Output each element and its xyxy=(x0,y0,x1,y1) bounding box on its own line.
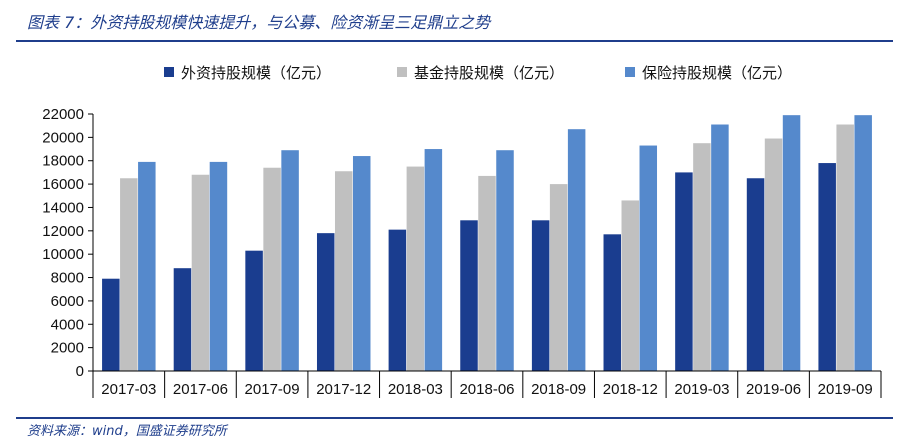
bar-series-3-2017-06 xyxy=(209,161,228,371)
bar-series-3-2017-03 xyxy=(138,161,156,371)
bar-series-2-2018-03 xyxy=(406,166,425,371)
x-tick-label: 2017-06 xyxy=(173,381,228,398)
x-tick-label: 2017-12 xyxy=(316,381,371,398)
y-tick-label: 0 xyxy=(76,363,84,380)
y-tick-label: 14000 xyxy=(42,199,84,216)
bar-series-2-2017-12 xyxy=(334,171,353,371)
legend-swatch-1 xyxy=(164,67,174,77)
bar-series-2-2018-09 xyxy=(549,184,568,371)
y-tick-label: 20000 xyxy=(42,129,84,146)
bar-series-1-2019-03 xyxy=(675,172,693,371)
bar-series-2-2018-12 xyxy=(621,200,640,371)
x-tick-label: 2018-03 xyxy=(388,381,443,398)
y-tick-label: 10000 xyxy=(42,246,84,263)
legend-swatch-2 xyxy=(397,67,407,77)
bar-series-2-2017-03 xyxy=(120,178,138,371)
y-tick-label: 12000 xyxy=(42,223,84,240)
x-tick-label: 2019-06 xyxy=(746,381,801,398)
bar-series-3-2018-09 xyxy=(567,129,586,371)
y-tick-label: 4000 xyxy=(51,316,84,333)
legend-label-2: 基金持股规模（亿元） xyxy=(414,64,564,82)
bar-series-1-2017-09 xyxy=(245,250,263,371)
x-tick-label: 2018-09 xyxy=(531,381,586,398)
bar-series-1-2018-12 xyxy=(603,234,622,371)
legend-swatch-3 xyxy=(625,67,635,77)
y-tick-label: 6000 xyxy=(51,293,84,310)
bar-series-3-2019-03 xyxy=(711,124,729,371)
bar-series-1-2017-12 xyxy=(316,233,335,371)
bar-series-1-2018-09 xyxy=(531,220,550,371)
bar-series-2-2019-06 xyxy=(764,138,783,371)
bar-series-2-2017-09 xyxy=(263,167,281,371)
bar-series-2-2019-03 xyxy=(693,143,711,371)
bar-series-1-2019-09 xyxy=(818,163,836,371)
figure-title: 图表 7：外资持股规模快速提升，与公募、险资渐呈三足鼎立之势 xyxy=(27,13,491,32)
bar-series-3-2017-12 xyxy=(352,156,371,371)
chart-bars xyxy=(102,115,872,371)
y-tick-label: 16000 xyxy=(42,176,84,193)
x-tick-label: 2017-09 xyxy=(245,381,300,398)
legend-label-1: 外资持股规模（亿元） xyxy=(181,64,331,82)
x-tick-label: 2018-12 xyxy=(603,381,658,398)
x-tick-label: 2018-06 xyxy=(459,381,514,398)
bar-series-3-2017-09 xyxy=(281,150,299,371)
chart-axes: 0 2000 4000 6000 8000 10000 12000 14000 16000 180… xyxy=(42,106,882,398)
bar-series-3-2018-12 xyxy=(639,145,658,371)
x-tick-label: 2017-03 xyxy=(101,381,156,398)
source-note: 资料来源：wind，国盛证券研究所 xyxy=(27,424,227,439)
bar-series-3-2018-06 xyxy=(496,150,514,371)
y-tick-label: 22000 xyxy=(42,106,84,123)
x-tick-label: 2019-03 xyxy=(674,381,729,398)
bar-series-3-2018-03 xyxy=(424,149,443,371)
bar-series-1-2018-03 xyxy=(388,229,407,371)
footer-divider xyxy=(16,417,893,419)
bar-series-1-2017-06 xyxy=(173,268,192,371)
bar-series-1-2019-06 xyxy=(746,178,765,371)
bar-series-1-2017-03 xyxy=(102,278,120,371)
title-divider xyxy=(16,40,893,42)
y-tick-label: 18000 xyxy=(42,153,84,170)
bar-series-2-2018-06 xyxy=(478,175,496,371)
chart-legend: 外资持股规模（亿元） 基金持股规模（亿元） 保险持股规模（亿元） xyxy=(164,64,792,82)
x-tick-label: 2019-09 xyxy=(818,381,873,398)
bar-series-2-2019-09 xyxy=(836,124,854,371)
y-tick-label: 8000 xyxy=(51,270,84,287)
bar-series-1-2018-06 xyxy=(460,220,478,371)
legend-label-3: 保险持股规模（亿元） xyxy=(642,64,792,82)
bar-series-3-2019-09 xyxy=(854,115,872,371)
bar-series-3-2019-06 xyxy=(782,115,801,371)
bar-series-2-2017-06 xyxy=(191,174,210,371)
y-tick-label: 2000 xyxy=(51,340,84,357)
